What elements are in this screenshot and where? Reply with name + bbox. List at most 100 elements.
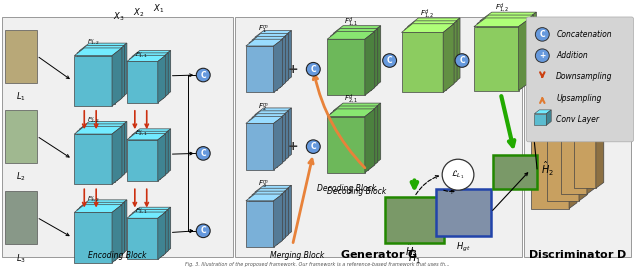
Polygon shape — [158, 134, 166, 181]
Polygon shape — [255, 115, 282, 161]
Polygon shape — [365, 109, 375, 173]
Text: Encoding Block: Encoding Block — [88, 251, 146, 260]
Polygon shape — [252, 33, 289, 40]
Text: C: C — [310, 142, 316, 151]
Circle shape — [536, 28, 549, 41]
Text: $F^d_{1,2}$: $F^d_{1,2}$ — [420, 8, 435, 21]
Text: $F^m_2$: $F^m_2$ — [259, 102, 269, 114]
Polygon shape — [276, 191, 285, 244]
Text: $L_2$: $L_2$ — [16, 171, 26, 183]
Polygon shape — [249, 43, 276, 90]
Polygon shape — [249, 191, 285, 198]
Polygon shape — [117, 43, 127, 101]
Polygon shape — [561, 67, 595, 73]
Polygon shape — [132, 207, 171, 213]
Polygon shape — [74, 205, 122, 212]
FancyBboxPatch shape — [5, 191, 36, 244]
Text: +: + — [287, 140, 298, 153]
Polygon shape — [132, 57, 163, 98]
Text: C: C — [200, 226, 206, 235]
Polygon shape — [158, 55, 166, 103]
Text: C: C — [310, 65, 316, 74]
Text: Generator $\mathbf{G}$: Generator $\mathbf{G}$ — [340, 248, 417, 260]
Text: Concatenation: Concatenation — [556, 30, 612, 39]
Polygon shape — [115, 46, 124, 104]
Polygon shape — [77, 202, 124, 210]
Polygon shape — [330, 106, 378, 114]
Circle shape — [442, 159, 474, 190]
Polygon shape — [163, 50, 171, 98]
Polygon shape — [132, 135, 163, 176]
Text: Fig. 3. Illustration of the proposed framework. Our framework is a reference-bas: Fig. 3. Illustration of the proposed fra… — [185, 262, 449, 266]
Polygon shape — [282, 31, 291, 84]
Polygon shape — [249, 36, 285, 43]
Polygon shape — [127, 55, 166, 62]
Polygon shape — [79, 51, 117, 101]
Text: $F^v_{1,1}$: $F^v_{1,1}$ — [136, 50, 148, 59]
Text: $\mathcal{L}_{L_1}$: $\mathcal{L}_{L_1}$ — [451, 168, 465, 181]
Polygon shape — [77, 46, 124, 53]
Polygon shape — [371, 26, 381, 90]
Polygon shape — [365, 32, 375, 95]
Polygon shape — [255, 192, 282, 239]
Polygon shape — [117, 200, 127, 258]
Polygon shape — [160, 53, 168, 100]
Text: $F^m_1$: $F^m_1$ — [259, 24, 269, 36]
Polygon shape — [368, 29, 378, 92]
Text: $F^v_{2,2}$: $F^v_{2,2}$ — [86, 115, 100, 124]
Polygon shape — [74, 126, 122, 134]
Text: $L_3$: $L_3$ — [16, 252, 26, 265]
Polygon shape — [524, 12, 536, 85]
Polygon shape — [371, 103, 381, 167]
Polygon shape — [276, 36, 285, 90]
Polygon shape — [547, 60, 587, 65]
Polygon shape — [252, 40, 280, 87]
Circle shape — [196, 147, 210, 160]
Text: $F^v_{3,2}$: $F^v_{3,2}$ — [86, 194, 100, 203]
Polygon shape — [79, 122, 127, 129]
Polygon shape — [449, 18, 460, 87]
Polygon shape — [330, 36, 368, 92]
Polygon shape — [163, 207, 171, 255]
Text: Merging Block: Merging Block — [270, 251, 324, 260]
Polygon shape — [163, 129, 171, 176]
Text: C: C — [540, 30, 545, 39]
Polygon shape — [477, 15, 533, 24]
Text: Downsampling: Downsampling — [556, 72, 612, 82]
Polygon shape — [255, 37, 282, 84]
Polygon shape — [160, 210, 168, 257]
Polygon shape — [531, 59, 569, 208]
Polygon shape — [79, 208, 117, 258]
Polygon shape — [255, 31, 291, 37]
Polygon shape — [274, 117, 282, 170]
Text: Addition: Addition — [556, 51, 588, 60]
Polygon shape — [408, 18, 460, 27]
Circle shape — [307, 62, 320, 76]
Text: C: C — [200, 149, 206, 158]
Polygon shape — [574, 80, 596, 188]
Polygon shape — [255, 108, 291, 115]
Text: $H_{gt}$: $H_{gt}$ — [456, 241, 470, 254]
Circle shape — [383, 54, 397, 67]
Polygon shape — [127, 62, 158, 103]
Polygon shape — [474, 18, 531, 27]
Polygon shape — [127, 218, 158, 259]
Polygon shape — [158, 212, 166, 259]
Polygon shape — [480, 21, 524, 85]
Polygon shape — [561, 73, 587, 194]
Polygon shape — [330, 29, 378, 36]
Polygon shape — [112, 48, 122, 106]
Polygon shape — [274, 194, 282, 247]
Polygon shape — [127, 140, 158, 181]
Text: Upsampling: Upsampling — [556, 94, 602, 103]
Polygon shape — [127, 134, 166, 140]
Polygon shape — [246, 123, 274, 170]
Polygon shape — [79, 200, 127, 208]
Polygon shape — [534, 110, 551, 114]
FancyBboxPatch shape — [524, 17, 630, 257]
Polygon shape — [129, 131, 168, 137]
Polygon shape — [246, 201, 274, 247]
Polygon shape — [327, 117, 365, 173]
Polygon shape — [129, 216, 160, 257]
Polygon shape — [596, 74, 604, 188]
